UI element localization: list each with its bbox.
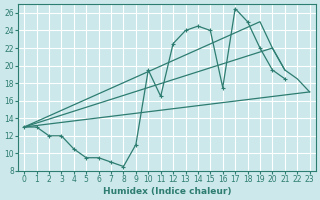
X-axis label: Humidex (Indice chaleur): Humidex (Indice chaleur) (103, 187, 231, 196)
